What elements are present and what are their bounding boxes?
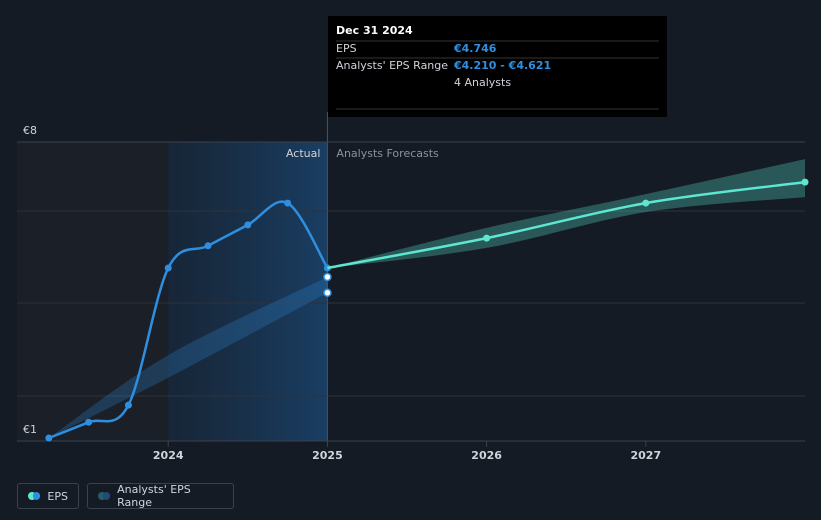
legend-item[interactable]: EPS: [17, 483, 79, 509]
point: [284, 199, 292, 207]
range-band: [327, 159, 805, 269]
past-region: [17, 142, 169, 441]
range-point: [323, 288, 332, 298]
tooltip: Dec 31 2024 EPS €4.746 Analysts' EPS Ran…: [328, 16, 667, 117]
point: [244, 221, 252, 229]
point: [85, 418, 93, 426]
tooltip-date: Dec 31 2024: [336, 24, 413, 37]
x-tick-label: 2027: [630, 449, 661, 462]
tooltip-box: [328, 16, 667, 117]
x-tick-label: 2025: [312, 449, 343, 462]
tooltip-analysts: 4 Analysts: [454, 76, 511, 89]
point: [45, 434, 53, 442]
x-tick-label: 2024: [153, 449, 184, 462]
legend-item[interactable]: Analysts' EPS Range: [87, 483, 234, 509]
tooltip-value: €4.210 - €4.621: [453, 59, 551, 72]
tooltip-value: €4.746: [453, 42, 497, 55]
region-label: Analysts Forecasts: [336, 147, 439, 160]
point: [164, 264, 172, 272]
legend-label: EPS: [47, 489, 68, 503]
y-tick-label: €8: [23, 124, 37, 137]
point: [204, 242, 212, 250]
x-tick-label: 2026: [471, 449, 502, 462]
region-label: Actual: [286, 147, 320, 160]
point: [801, 178, 809, 186]
eps-line: [327, 180, 806, 270]
chart: Actual Analysts Forecasts €8 €1 2024 2025 20…: [17, 16, 809, 462]
tooltip-label: EPS: [336, 42, 357, 55]
point: [124, 401, 132, 409]
highlight-region: [168, 142, 328, 441]
point: [642, 199, 650, 207]
range-band: [48, 276, 328, 439]
point: [483, 234, 491, 242]
range-point: [323, 272, 332, 282]
y-tick-label: €1: [23, 423, 37, 436]
tooltip-label: Analysts' EPS Range: [336, 59, 448, 72]
legend-label: Analysts' EPS Range: [117, 483, 191, 509]
